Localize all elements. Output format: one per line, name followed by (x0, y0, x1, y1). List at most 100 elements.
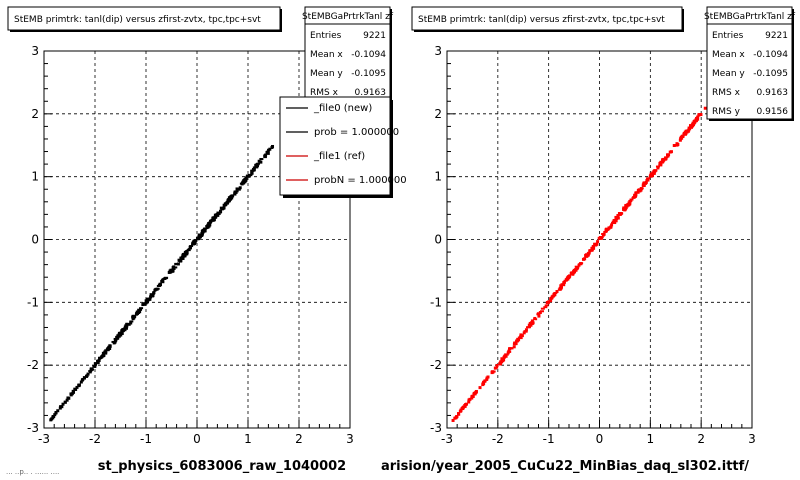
data-point (225, 200, 230, 203)
data-point (581, 258, 586, 261)
data-point (116, 336, 120, 340)
stats-row-label: RMS y (712, 107, 741, 117)
data-point (123, 327, 128, 330)
y-tick-label: -3 (430, 421, 442, 435)
data-point (255, 164, 260, 167)
data-point (163, 277, 168, 280)
data-point (553, 291, 558, 294)
data-point (633, 193, 638, 196)
x-tick-label: 2 (295, 432, 303, 446)
data-point (135, 310, 140, 313)
data-point (455, 415, 459, 419)
stats-row-value: 0.9163 (355, 88, 387, 98)
data-point (478, 386, 482, 390)
data-point (200, 231, 204, 235)
data-point (467, 400, 471, 404)
data-point (648, 175, 653, 178)
data-point (268, 147, 272, 151)
stats-row-label: RMS x (310, 88, 339, 98)
title-box (411, 6, 683, 31)
data-point (168, 271, 173, 274)
data-point (557, 288, 562, 291)
data-point (106, 346, 111, 349)
data-point (243, 177, 248, 180)
y-tick-label: -2 (27, 358, 39, 372)
data-point (544, 304, 549, 307)
data-point (92, 364, 97, 367)
stats-row-label: Mean x (712, 50, 745, 60)
data-point (517, 336, 522, 339)
y-tick-label: -1 (27, 295, 39, 309)
data-point (629, 198, 634, 201)
data-point (664, 156, 669, 159)
x-tick-label: -3 (38, 432, 50, 446)
data-point (129, 320, 134, 323)
y-tick-label: -3 (27, 421, 39, 435)
data-point (500, 358, 504, 362)
data-point (189, 245, 194, 248)
data-point (70, 392, 74, 396)
y-tick-label: -1 (430, 295, 442, 309)
data-point (481, 383, 485, 387)
data-point (646, 177, 651, 180)
data-point (52, 414, 56, 418)
data-point (495, 363, 499, 367)
data-point (531, 321, 535, 325)
data-point (537, 314, 541, 318)
data-point (573, 270, 577, 274)
data-point (703, 106, 707, 110)
data-point (566, 275, 571, 278)
data-point (86, 372, 90, 376)
data-point (599, 236, 604, 239)
data-point (525, 326, 530, 329)
data-point (53, 413, 57, 417)
data-point (592, 244, 596, 248)
data-point (623, 207, 628, 210)
data-point (202, 230, 207, 233)
data-point (145, 297, 149, 301)
data-point (103, 351, 108, 354)
data-point (658, 161, 663, 164)
data-point (98, 357, 103, 360)
data-point (139, 307, 144, 310)
data-point (137, 308, 142, 311)
chart-title: StEMB primtrk: tanl(dip) versus zfirst-z… (418, 15, 665, 25)
data-point (680, 134, 685, 137)
data-point (119, 331, 124, 334)
stats-row-value: 0.9156 (757, 107, 789, 117)
data-point (143, 302, 148, 305)
chart-panel-1: -3 -2 -1 0 1 2 3-3-2-10123st_physics_6083006_r… (7, 6, 407, 474)
data-point (149, 294, 154, 297)
data-point (74, 387, 78, 391)
data-point (515, 339, 520, 342)
data-point (641, 183, 646, 186)
data-point (644, 180, 648, 184)
stats-row-value: 9221 (765, 31, 788, 41)
data-point (241, 182, 246, 185)
data-point (49, 418, 53, 422)
data-point (202, 228, 207, 231)
data-point (572, 268, 577, 271)
data-point (605, 228, 610, 231)
data-point (198, 234, 203, 237)
data-point (579, 262, 584, 265)
data-point (485, 377, 489, 381)
data-point (470, 396, 474, 400)
data-point (254, 166, 259, 169)
data-point (614, 215, 618, 219)
data-point (592, 246, 596, 250)
stats-row-value: -0.1095 (351, 69, 386, 79)
data-point (562, 281, 566, 285)
data-point (613, 219, 618, 222)
data-point (147, 297, 152, 300)
data-point (107, 345, 112, 348)
data-point (597, 236, 601, 240)
data-point (549, 297, 554, 300)
data-point (237, 187, 241, 191)
scatter-points (451, 106, 707, 422)
data-point (547, 300, 552, 303)
footer-text: ... ..p.. . ...... .... (6, 468, 59, 476)
data-point (584, 255, 589, 258)
data-point (472, 391, 476, 395)
data-point (208, 221, 213, 224)
